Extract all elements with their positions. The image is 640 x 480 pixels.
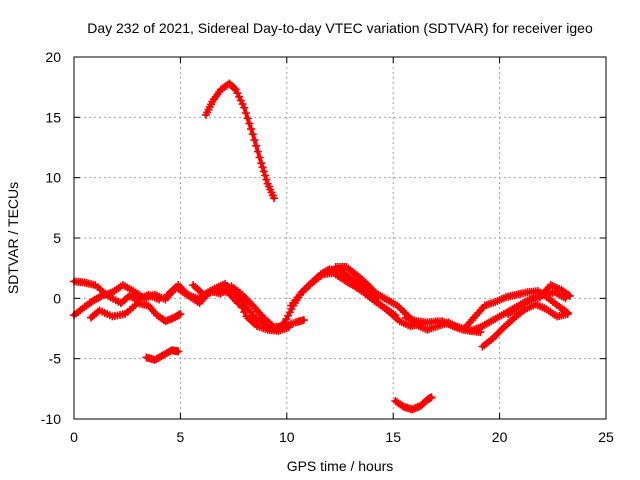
- interp-point-marker: [243, 114, 252, 123]
- y-axis-title: SDTVAR / TECUs: [5, 182, 21, 294]
- interp-point-marker: [95, 292, 104, 301]
- data-point-marker: [176, 310, 185, 319]
- data-series: [70, 79, 574, 414]
- series-arc-2: [142, 346, 183, 364]
- interp-point-marker: [564, 290, 573, 299]
- interp-point-marker: [261, 171, 270, 180]
- interp-point-marker: [250, 136, 259, 145]
- interp-point-marker: [253, 147, 262, 156]
- x-axis-title: GPS time / hours: [287, 458, 394, 474]
- data-point-marker: [270, 194, 279, 203]
- data-point-marker: [231, 85, 240, 94]
- y-tick-label: -10: [41, 411, 61, 427]
- x-tick-label: 15: [385, 429, 401, 445]
- data-point-marker: [248, 130, 257, 139]
- series-arc-15: [504, 281, 574, 319]
- interp-point-marker: [400, 308, 409, 317]
- interp-point-marker: [235, 92, 244, 101]
- y-tick-label: 0: [53, 290, 61, 306]
- interp-point-marker: [241, 108, 250, 117]
- interp-point-marker: [359, 277, 368, 286]
- data-point-marker: [299, 316, 308, 325]
- chart-title: Day 232 of 2021, Sidereal Day-to-day VTE…: [87, 20, 593, 36]
- data-point-marker: [563, 310, 572, 319]
- interp-point-marker: [252, 141, 261, 150]
- grid-lines: [74, 57, 606, 419]
- series-arc-1: [201, 79, 279, 203]
- x-tick-label: 0: [70, 429, 78, 445]
- y-tick-label: 5: [53, 230, 61, 246]
- data-point-marker: [240, 103, 249, 112]
- series-arc-13: [438, 287, 572, 334]
- series-arc-3: [391, 393, 436, 414]
- interp-point-marker: [262, 175, 271, 184]
- interp-point-marker: [247, 124, 256, 133]
- x-tick-label: 25: [598, 429, 614, 445]
- series-arc-14: [478, 300, 572, 351]
- x-tick-label: 5: [177, 429, 185, 445]
- y-tick-label: 10: [45, 170, 61, 186]
- y-tick-label: -5: [49, 351, 62, 367]
- x-tick-label: 20: [492, 429, 508, 445]
- data-point-marker: [174, 347, 183, 356]
- series-arc-10: [287, 268, 400, 320]
- data-point-marker: [391, 311, 400, 320]
- interp-point-marker: [230, 84, 239, 93]
- data-point-marker: [565, 291, 574, 300]
- x-tick-label: 10: [279, 429, 295, 445]
- interp-point-marker: [258, 163, 267, 172]
- data-point-marker: [427, 393, 436, 402]
- interp-point-marker: [236, 96, 245, 105]
- tick-labels: 0 5 10 15 20 25 -10 -5 0 5 10 15 20: [41, 49, 614, 445]
- series-arc-6: [87, 299, 185, 326]
- interp-point-marker: [278, 319, 287, 328]
- interp-point-marker: [255, 153, 264, 162]
- interp-point-marker: [245, 119, 254, 128]
- data-point-marker: [257, 159, 266, 168]
- y-tick-label: 15: [45, 109, 61, 125]
- data-point-marker: [284, 323, 293, 332]
- interp-point-marker: [233, 89, 242, 98]
- plot-frame: [73, 56, 607, 420]
- y-tick-label: 20: [45, 49, 61, 65]
- interp-point-marker: [259, 167, 268, 176]
- interp-point-marker: [238, 100, 247, 109]
